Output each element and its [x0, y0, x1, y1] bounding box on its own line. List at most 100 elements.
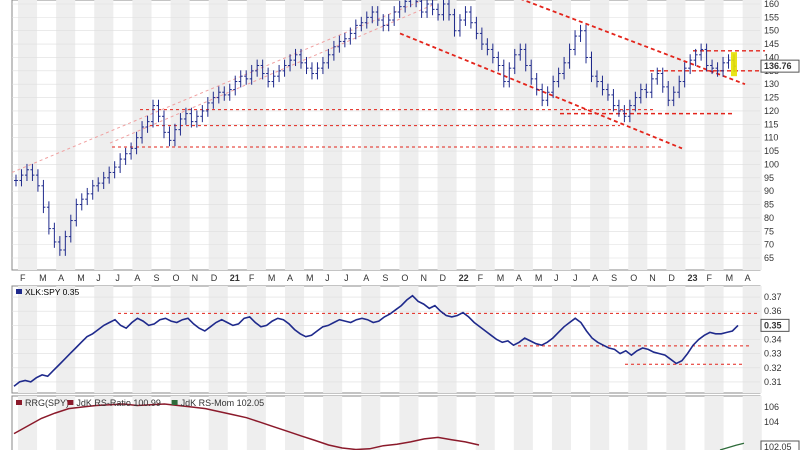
price-bar: [370, 6, 375, 24]
x-axis-label: O: [173, 273, 180, 283]
x-axis-label: F: [478, 273, 484, 283]
price-y-tick-label: 90: [764, 186, 774, 196]
price-bar: [364, 11, 369, 29]
rrg-y-tick-label: 104: [764, 417, 779, 427]
price-bar: [436, 3, 441, 21]
x-axis-label: N: [649, 273, 656, 283]
price-bar: [359, 16, 364, 32]
price-bar: [320, 56, 325, 75]
price-y-tick-label: 150: [764, 26, 779, 36]
price-bar: [299, 48, 304, 69]
price-bar: [392, 6, 397, 26]
price-bar: [644, 83, 649, 99]
month-band: [246, 0, 266, 270]
price-bar: [238, 70, 243, 88]
price-bar: [627, 99, 632, 123]
price-bar: [233, 75, 238, 96]
price-bar: [167, 126, 172, 147]
price-bar: [397, 0, 402, 18]
rrg-y-axis: 104 106: [764, 402, 779, 427]
price-y-tick-label: 155: [764, 12, 779, 22]
price-bar: [468, 6, 473, 29]
month-band: [628, 0, 648, 270]
price-bar: [474, 16, 479, 40]
x-axis-label: N: [420, 273, 427, 283]
price-bar: [156, 99, 161, 123]
price-bar: [63, 230, 68, 256]
price-bar: [518, 43, 523, 61]
month-band: [666, 396, 686, 450]
price-y-tick-label: 160: [764, 0, 779, 9]
month-band: [704, 0, 724, 270]
price-bar: [415, 0, 419, 8]
price-bar: [556, 67, 561, 88]
price-bar: [222, 86, 227, 101]
x-axis-label: O: [630, 273, 637, 283]
x-axis-label: 22: [459, 273, 469, 283]
month-band: [208, 396, 228, 450]
price-bar: [288, 54, 293, 72]
month-band: [246, 396, 266, 450]
price-bar: [96, 177, 101, 192]
price-bar: [101, 171, 106, 190]
price-bar: [353, 19, 358, 40]
price-bar: [129, 142, 134, 160]
ratio-y-tick-label: 0.36: [764, 306, 782, 316]
price-bar: [309, 62, 314, 80]
price-bar: [118, 153, 123, 173]
x-axis-label: N: [192, 273, 199, 283]
month-band: [323, 0, 343, 270]
x-axis-label: 23: [687, 273, 697, 283]
price-bar: [348, 27, 353, 45]
price-bar: [512, 48, 517, 75]
price-y-tick-label: 115: [764, 119, 778, 129]
month-band: [475, 0, 495, 270]
x-axis-label: A: [516, 273, 522, 283]
price-bar: [90, 179, 95, 200]
price-bar: [425, 0, 430, 18]
rrg-legend-label: JdK RS-Mom 102.05: [181, 398, 265, 408]
ratio-legend-swatch: [16, 289, 22, 294]
ratio-y-axis: 0.31 0.32 0.33 0.34 0.35 0.36 0.37: [764, 292, 782, 387]
x-axis-label: M: [535, 273, 543, 283]
x-axis-label: A: [58, 273, 64, 283]
ratio-y-tick-label: 0.32: [764, 363, 782, 373]
ratio-legend-label: XLK:SPY 0.35: [25, 287, 79, 297]
rrg-legend-label: RRG(SPY): [25, 398, 69, 408]
price-bar: [666, 81, 671, 107]
price-bar: [271, 70, 276, 88]
price-gridlines: [12, 3, 760, 259]
month-band: [94, 396, 114, 450]
x-axis-label: 21: [230, 273, 240, 283]
month-band: [551, 396, 572, 450]
price-bar: [452, 8, 457, 37]
price-bar: [540, 83, 545, 107]
falling-channel-upper: [521, 0, 746, 86]
price-bar: [315, 62, 320, 80]
price-bar: [112, 161, 117, 179]
price-bar: [523, 43, 528, 72]
month-band: [361, 0, 381, 270]
price-y-axis: 6570758085909510010511011512012513013514…: [764, 0, 779, 263]
price-bar: [52, 222, 57, 248]
x-axis-label: J: [554, 273, 559, 283]
price-bar: [655, 67, 660, 85]
price-y-tick-label: 75: [764, 226, 774, 236]
rrg-last-value-box: [760, 440, 800, 450]
x-axis-label: F: [707, 273, 713, 283]
price-bar: [551, 75, 556, 99]
x-axis-label: J: [344, 273, 349, 283]
x-axis-label: A: [745, 273, 751, 283]
price-bar: [660, 67, 665, 93]
month-band: [18, 0, 38, 270]
price-bar: [430, 0, 435, 16]
price-bar: [123, 147, 128, 165]
month-band: [208, 0, 228, 270]
price-bar: [638, 83, 643, 104]
price-bar: [282, 59, 287, 77]
price-trend-channels: [11, 0, 765, 173]
price-bar: [688, 54, 693, 75]
price-bar: [682, 62, 687, 88]
x-axis-label: S: [611, 273, 617, 283]
